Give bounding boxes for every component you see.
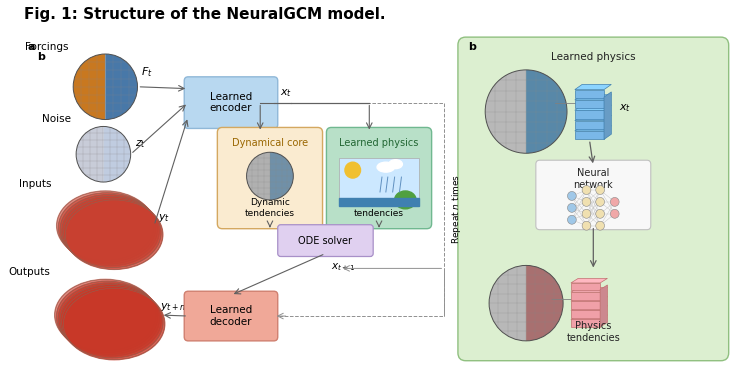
Ellipse shape: [60, 285, 161, 356]
Polygon shape: [103, 126, 130, 182]
Text: Learned physics: Learned physics: [551, 52, 636, 62]
Polygon shape: [270, 152, 293, 200]
Text: $F_t$: $F_t$: [141, 65, 153, 79]
Ellipse shape: [59, 193, 156, 262]
Text: $y_{t+n}$: $y_{t+n}$: [160, 301, 185, 313]
Circle shape: [596, 209, 605, 218]
Text: $x_t$: $x_t$: [619, 103, 632, 114]
Text: Learned
decoder: Learned decoder: [210, 305, 252, 327]
Polygon shape: [76, 126, 103, 182]
FancyBboxPatch shape: [536, 160, 651, 230]
Text: Fig. 1: Structure of the NeuralGCM model.: Fig. 1: Structure of the NeuralGCM model…: [23, 8, 385, 22]
Bar: [575, 89, 604, 98]
FancyBboxPatch shape: [218, 127, 323, 229]
Text: Physics
tendencies: Physics tendencies: [354, 199, 404, 218]
Polygon shape: [575, 95, 611, 100]
Ellipse shape: [60, 194, 158, 264]
Ellipse shape: [56, 191, 154, 261]
Text: $y_t$: $y_t$: [158, 212, 170, 224]
Ellipse shape: [62, 287, 163, 358]
Text: Neural
network: Neural network: [573, 168, 613, 190]
Polygon shape: [73, 54, 106, 120]
Polygon shape: [571, 306, 608, 310]
FancyBboxPatch shape: [184, 77, 278, 129]
Circle shape: [582, 197, 591, 206]
Ellipse shape: [394, 191, 416, 209]
Bar: [575, 110, 604, 119]
Circle shape: [611, 197, 619, 206]
Polygon shape: [575, 105, 611, 110]
Polygon shape: [604, 92, 611, 139]
Bar: [575, 131, 604, 139]
Text: Inputs: Inputs: [19, 179, 52, 189]
Text: Outputs: Outputs: [8, 267, 50, 277]
Polygon shape: [526, 70, 567, 153]
Text: Forcings: Forcings: [25, 42, 68, 52]
Polygon shape: [575, 85, 611, 89]
Polygon shape: [485, 70, 526, 153]
Circle shape: [345, 162, 361, 178]
Polygon shape: [571, 288, 608, 292]
Circle shape: [596, 185, 605, 194]
Text: Dynamical core: Dynamical core: [232, 138, 308, 149]
Text: Physics
tendencies: Physics tendencies: [567, 321, 620, 343]
Text: b: b: [468, 42, 476, 52]
Polygon shape: [571, 315, 608, 320]
Bar: [575, 121, 604, 129]
Bar: [339, 198, 419, 206]
Circle shape: [567, 215, 576, 224]
Text: b: b: [37, 52, 45, 62]
Bar: [571, 301, 600, 309]
Text: Repeat $n$ times: Repeat $n$ times: [450, 174, 463, 244]
Text: Dynamic
tendencies: Dynamic tendencies: [245, 199, 295, 218]
Bar: [575, 100, 604, 108]
Polygon shape: [575, 126, 611, 131]
Polygon shape: [246, 152, 270, 200]
Polygon shape: [571, 297, 608, 301]
Text: ODE solver: ODE solver: [298, 236, 353, 246]
Text: $z_t$: $z_t$: [135, 138, 146, 150]
Ellipse shape: [64, 198, 161, 268]
Polygon shape: [575, 115, 611, 121]
Ellipse shape: [58, 283, 160, 354]
Circle shape: [582, 209, 591, 218]
Polygon shape: [600, 285, 608, 327]
Ellipse shape: [388, 160, 402, 169]
FancyBboxPatch shape: [278, 225, 373, 256]
Circle shape: [611, 209, 619, 218]
Circle shape: [596, 221, 605, 230]
Polygon shape: [106, 54, 138, 120]
Ellipse shape: [56, 281, 158, 353]
Circle shape: [582, 221, 591, 230]
Bar: [571, 320, 600, 327]
Bar: [571, 292, 600, 300]
Polygon shape: [571, 278, 608, 283]
Ellipse shape: [65, 200, 163, 269]
Bar: [339, 158, 419, 206]
Polygon shape: [489, 265, 526, 341]
Text: Noise: Noise: [43, 114, 71, 124]
Text: Learned physics: Learned physics: [339, 138, 419, 149]
Text: a: a: [27, 42, 35, 52]
Circle shape: [582, 185, 591, 194]
Ellipse shape: [64, 288, 165, 360]
Circle shape: [567, 203, 576, 212]
FancyBboxPatch shape: [458, 37, 729, 361]
Ellipse shape: [55, 279, 156, 351]
Ellipse shape: [62, 196, 159, 266]
FancyBboxPatch shape: [326, 127, 432, 229]
Text: $x_{t+1}$: $x_{t+1}$: [331, 261, 356, 273]
FancyBboxPatch shape: [184, 291, 278, 341]
Bar: [571, 283, 600, 290]
Ellipse shape: [377, 162, 394, 172]
Bar: [571, 310, 600, 318]
Polygon shape: [526, 265, 563, 341]
Circle shape: [567, 191, 576, 200]
Text: $x_t$: $x_t$: [280, 87, 292, 99]
Circle shape: [596, 197, 605, 206]
Text: Learned
encoder: Learned encoder: [210, 92, 252, 114]
